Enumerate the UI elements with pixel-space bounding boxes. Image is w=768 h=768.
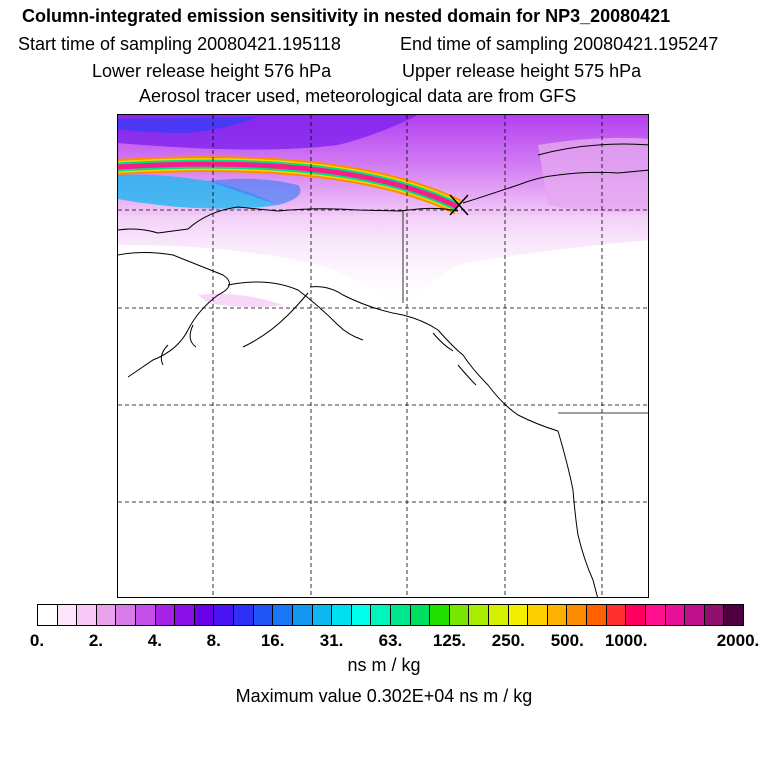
colorbar-segment bbox=[430, 605, 450, 625]
colorbar-segment bbox=[410, 605, 431, 625]
colorbar-segment bbox=[528, 605, 548, 625]
release-point-marker bbox=[449, 194, 469, 216]
colorbar-segment bbox=[57, 605, 78, 625]
colorbar-segment bbox=[685, 605, 705, 625]
sensitivity-map bbox=[117, 114, 649, 598]
colorbar-segment bbox=[194, 605, 215, 625]
colorbar-segment bbox=[626, 605, 646, 625]
max-value-label: Maximum value 0.302E+04 ns m / kg bbox=[235, 686, 533, 706]
colorbar-segment bbox=[332, 605, 352, 625]
plot-title: Column-integrated emission sensitivity i… bbox=[22, 6, 671, 26]
colorbar-tick-label: 125. bbox=[432, 631, 466, 650]
colorbar-segment bbox=[547, 605, 568, 625]
colorbar-segment bbox=[96, 605, 117, 625]
colorbar-segment bbox=[38, 605, 58, 625]
colorbar-tick-label: 63. bbox=[378, 631, 403, 650]
colorbar-segment bbox=[273, 605, 293, 625]
colorbar-tick-label: 2. bbox=[88, 631, 103, 650]
colorbar-tick-label: 1000. bbox=[604, 631, 648, 650]
colorbar-tick-label: 4. bbox=[147, 631, 162, 650]
colorbar-segment bbox=[587, 605, 607, 625]
end-time-label: End time of sampling 20080421.195247 bbox=[400, 34, 719, 54]
coastlines bbox=[118, 143, 648, 597]
colorbar-segment bbox=[312, 605, 333, 625]
colorbar-segment bbox=[665, 605, 686, 625]
colorbar-segment bbox=[390, 605, 411, 625]
release-band bbox=[118, 156, 462, 215]
colorbar-segment bbox=[77, 605, 97, 625]
aerosol-note: Aerosol tracer used, meteorological data… bbox=[139, 86, 577, 106]
colorbar-tick-label: 500. bbox=[550, 631, 584, 650]
colorbar-tick-label: 16. bbox=[260, 631, 285, 650]
colorbar-segment bbox=[351, 605, 372, 625]
colorbar-segment bbox=[175, 605, 195, 625]
political-boundaries bbox=[402, 210, 648, 414]
colorbar-tick-label: 31. bbox=[319, 631, 344, 650]
colorbar-segment bbox=[645, 605, 666, 625]
colorbar-segment bbox=[449, 605, 470, 625]
colorbar-segment bbox=[567, 605, 588, 625]
sensitivity-field bbox=[118, 115, 648, 315]
colorbar-unit: ns m / kg bbox=[347, 655, 421, 675]
colorbar-segment bbox=[155, 605, 176, 625]
colorbar-segment bbox=[469, 605, 490, 625]
colorbar-segment bbox=[489, 605, 509, 625]
colorbar-segment bbox=[116, 605, 137, 625]
colorbar-tick-label: 250. bbox=[491, 631, 525, 650]
lower-release-label: Lower release height 576 hPa bbox=[92, 61, 332, 81]
colorbar-segment bbox=[234, 605, 254, 625]
graticule bbox=[118, 115, 648, 597]
colorbar-segment bbox=[606, 605, 627, 625]
colorbar-segment bbox=[253, 605, 274, 625]
colorbar-segment bbox=[724, 605, 743, 625]
colorbar-segment bbox=[508, 605, 529, 625]
colorbar-tick-label: 0. bbox=[29, 631, 45, 650]
colorbar-segment bbox=[292, 605, 313, 625]
colorbar-segment bbox=[136, 605, 156, 625]
start-time-label: Start time of sampling 20080421.195118 bbox=[18, 34, 341, 54]
colorbar-segment bbox=[214, 605, 235, 625]
colorbar bbox=[37, 604, 744, 626]
colorbar-tick-label: 8. bbox=[206, 631, 221, 650]
colorbar-segment bbox=[704, 605, 725, 625]
upper-release-label: Upper release height 575 hPa bbox=[402, 61, 642, 81]
colorbar-segment bbox=[371, 605, 391, 625]
colorbar-tick-label: 2000. bbox=[716, 631, 760, 650]
